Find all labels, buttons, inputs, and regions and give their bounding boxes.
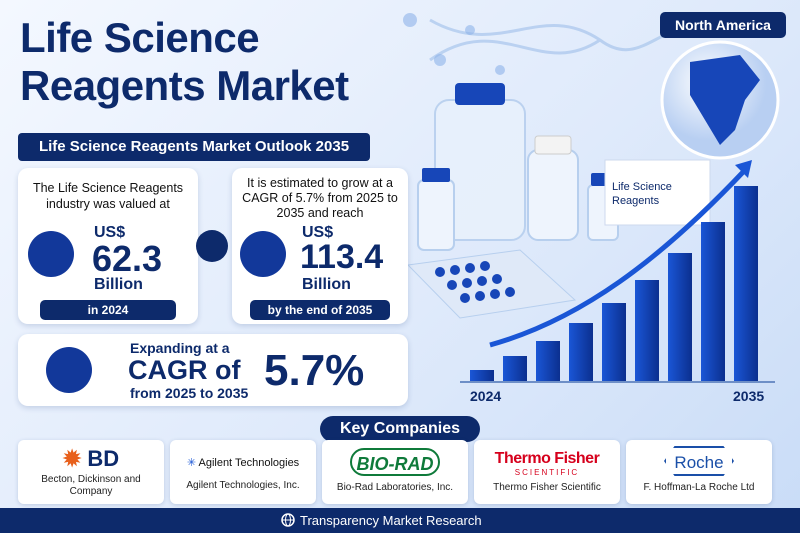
- unit: Billion: [302, 276, 351, 293]
- cagr-card: Expanding at a CAGR of from 2025 to 2035…: [18, 334, 408, 406]
- company-logo: Roche: [664, 446, 734, 476]
- axis-label: 2035: [733, 388, 765, 404]
- cagr-text: CAGR of: [128, 355, 241, 385]
- value: 62.3: [92, 238, 163, 279]
- current-card: The Life Science Reagents industry was v…: [18, 168, 198, 324]
- company-logo: Thermo Fisher: [494, 450, 600, 467]
- logo-text: BD: [87, 446, 120, 471]
- arrow-icon: [196, 230, 228, 262]
- currency: US$: [302, 224, 334, 241]
- company-name: F. Hoffman-La Roche Ltd: [643, 482, 755, 493]
- axis-label: 2024: [470, 388, 502, 404]
- growth-icon: [28, 231, 74, 277]
- period: by the end of 2035: [250, 300, 390, 320]
- company-card: Thermo Fisher SCIENTIFIC Thermo Fisher S…: [474, 440, 620, 504]
- title: Life Science: [20, 14, 260, 61]
- growth-icon: [240, 231, 286, 277]
- logo-text: Agilent Technologies: [198, 457, 300, 469]
- unit: Billion: [94, 276, 143, 293]
- company-logo: SCIENTIFIC: [514, 468, 580, 477]
- period: in 2024: [40, 300, 176, 320]
- card-text: It is estimated to grow at a CAGR of 5.7…: [242, 176, 398, 220]
- region-label: North America: [660, 12, 786, 38]
- cagr-text: Expanding at a: [130, 340, 230, 356]
- growth-icon: [46, 347, 92, 393]
- footer-text: Transparency Market Research: [300, 513, 482, 528]
- cagr-value: 5.7%: [264, 346, 365, 395]
- forecast-card: It is estimated to grow at a CAGR of 5.7…: [232, 168, 408, 324]
- title: Reagents Market: [20, 62, 349, 109]
- company-card: ✹ BD Becton, Dickinson and Company: [18, 440, 164, 504]
- box-label: Life Science Reagents: [612, 181, 672, 207]
- card-text: The Life Science Reagents industry was v…: [32, 181, 184, 211]
- currency: US$: [94, 224, 126, 241]
- company-card: Roche F. Hoffman-La Roche Ltd: [626, 440, 772, 504]
- company-card: ✳ Agilent Technologies Agilent Technolog…: [170, 440, 316, 504]
- company-name: Bio-Rad Laboratories, Inc.: [336, 482, 454, 493]
- section-title: Life Science Reagents Market Outlook 203…: [18, 133, 370, 161]
- company-logo: ✳ Agilent Technologies: [186, 457, 300, 469]
- company-name: Thermo Fisher Scientific: [493, 482, 601, 493]
- company-name: Becton, Dickinson and Company: [41, 474, 141, 497]
- companies-title: Key Companies: [320, 416, 480, 442]
- cagr-text: from 2025 to 2035: [130, 385, 249, 401]
- company-card: BIO-RAD Bio-Rad Laboratories, Inc.: [322, 440, 468, 504]
- value: 113.4: [300, 238, 384, 276]
- company-logo: BIO-RAD: [350, 448, 440, 476]
- company-name: Agilent Technologies, Inc.: [186, 480, 300, 491]
- company-logo: ✹ BD: [62, 446, 120, 471]
